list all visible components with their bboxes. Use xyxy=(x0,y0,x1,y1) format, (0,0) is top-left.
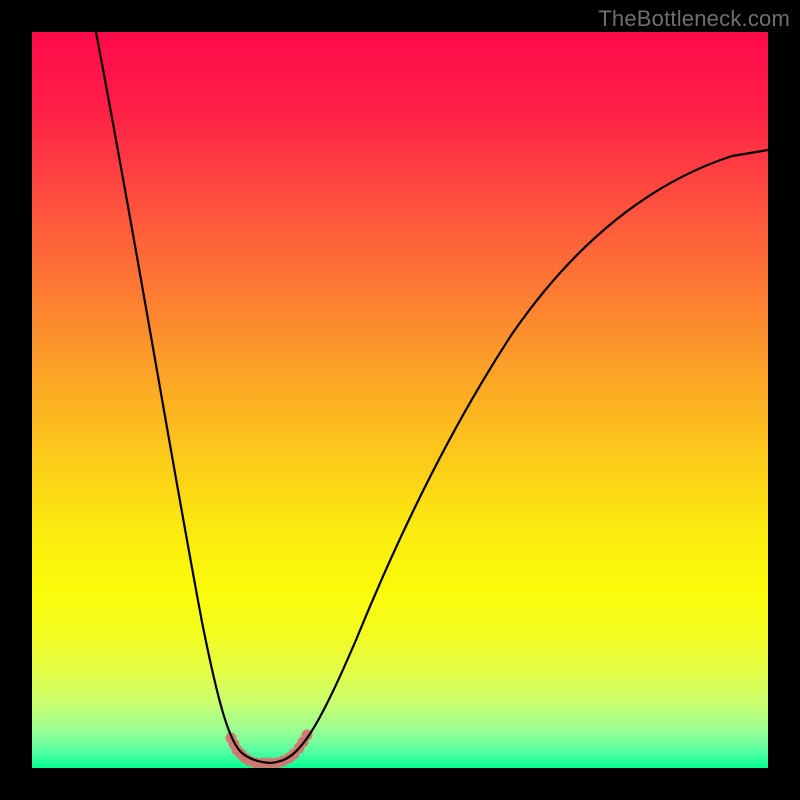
gradient-background xyxy=(32,32,768,768)
plot-area xyxy=(32,32,768,768)
chart-frame: TheBottleneck.com xyxy=(0,0,800,800)
watermark-text: TheBottleneck.com xyxy=(598,6,790,32)
